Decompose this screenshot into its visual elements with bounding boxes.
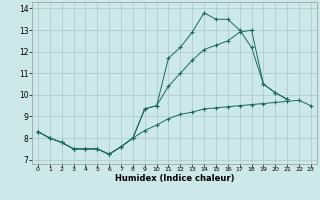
- X-axis label: Humidex (Indice chaleur): Humidex (Indice chaleur): [115, 174, 234, 183]
